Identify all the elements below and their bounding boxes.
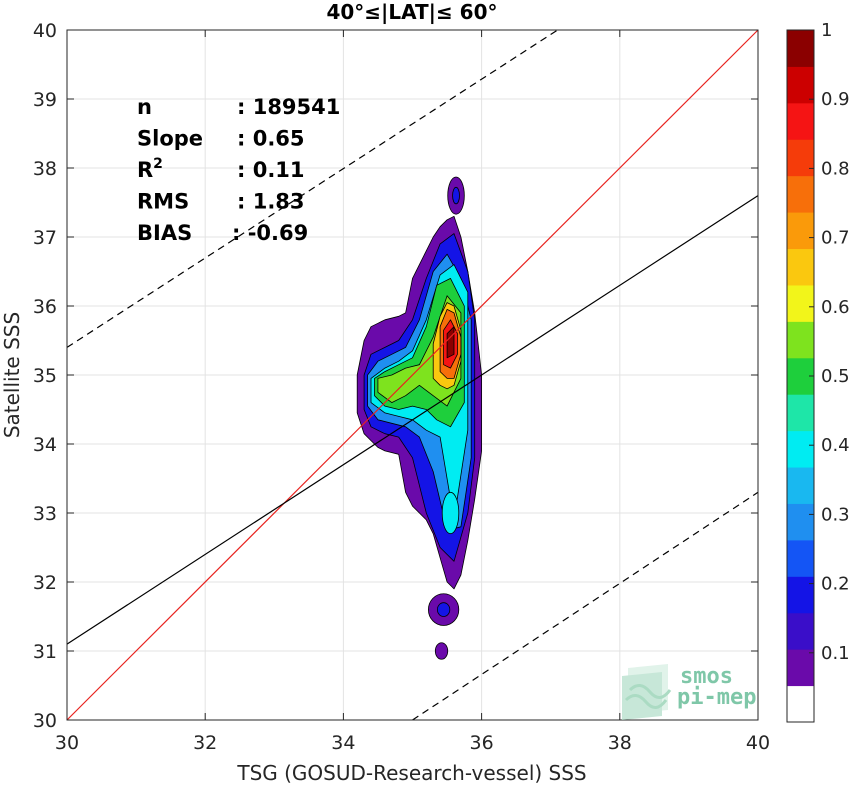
- stat-label-1: Slope: [137, 127, 203, 151]
- colorbar-tick-label-1: 0.2: [821, 574, 850, 595]
- stat-value-1: : 0.65: [237, 127, 305, 151]
- stat-value-0: : 189541: [237, 95, 340, 119]
- x-tick-label-0: 30: [55, 732, 79, 754]
- x-tick-label-3: 36: [470, 732, 494, 754]
- colorbar-segment-3: [787, 576, 814, 614]
- x-tick-label-1: 32: [193, 732, 217, 754]
- stat-label-2: R2: [137, 156, 163, 182]
- y-tick-label-9: 39: [33, 89, 57, 111]
- colorbar-segment-11: [787, 284, 814, 322]
- y-tick-label-8: 38: [33, 158, 57, 180]
- y-tick-label-1: 31: [33, 641, 57, 663]
- x-tick-label-2: 34: [331, 732, 355, 754]
- stat-value-2: : 0.11: [237, 158, 305, 182]
- density-island-5: [441, 491, 460, 535]
- y-axis-ticks: 30 31 32 33 34 35 36 37 38 39 40: [33, 20, 758, 732]
- y-tick-label-0: 30: [33, 710, 57, 732]
- y-tick-label-2: 32: [33, 572, 57, 594]
- colorbar-segment-5: [787, 503, 814, 541]
- y-tick-label-4: 34: [33, 434, 57, 456]
- y-axis-label: Satellite SSS: [0, 312, 24, 438]
- logo-line2: pi-mep: [677, 685, 756, 710]
- colorbar-segment-17: [787, 66, 814, 104]
- colorbar-tick-label-5: 0.6: [821, 297, 850, 318]
- colorbar-tick-label-3: 0.4: [821, 435, 850, 456]
- colorbar-segment-0: [787, 685, 814, 723]
- colorbar-segment-6: [787, 467, 814, 504]
- colorbar-tick-label-8: 0.9: [821, 89, 850, 110]
- colorbar-tick-label-9: 1: [821, 20, 832, 41]
- stat-label-sup-2: 2: [153, 156, 163, 172]
- logo-waves-icon: [622, 664, 672, 720]
- stat-value-3: : 1.83: [237, 190, 305, 214]
- colorbar-segment-16: [787, 102, 814, 140]
- stat-label-0: n: [137, 95, 152, 119]
- density-island-4: [434, 642, 449, 660]
- y-tick-label-6: 36: [33, 296, 57, 318]
- reference-lines: [66, 29, 759, 721]
- colorbar-tick-label-0: 0.1: [821, 643, 850, 664]
- y-tick-label-3: 33: [33, 503, 57, 525]
- upper-bound-line: [66, 29, 558, 348]
- colorbar-segment-15: [787, 139, 814, 177]
- stat-value-4: : -0.69: [232, 221, 308, 245]
- y-tick-label-10: 40: [33, 20, 57, 42]
- stat-label-3: RMS: [137, 190, 189, 214]
- colorbar-tick-label-7: 0.8: [821, 158, 850, 179]
- colorbar-segment-14: [787, 175, 814, 213]
- colorbar-segment-7: [787, 430, 814, 468]
- logo-line1: smos: [680, 664, 733, 689]
- y-tick-label-7: 37: [33, 227, 57, 249]
- colorbar-segment-13: [787, 212, 814, 250]
- density-island-1: [452, 186, 460, 205]
- regression-line: [66, 195, 759, 645]
- smos-logo: smos pi-mep: [622, 664, 756, 720]
- colorbar: 0.1 0.2 0.3 0.4 0.5 0.6 0.7 0.8 0.9 1: [786, 20, 850, 723]
- colorbar-tick-label-6: 0.7: [821, 228, 850, 249]
- colorbar-segment-10: [787, 321, 814, 359]
- x-axis-ticks: 30 32 34 36 38 40: [55, 30, 770, 754]
- stat-label-4: BIAS: [137, 221, 192, 245]
- y-tick-label-5: 35: [33, 365, 57, 387]
- colorbar-segment-18: [787, 30, 814, 67]
- colorbar-segment-12: [787, 248, 814, 286]
- density-island-3: [436, 602, 451, 617]
- x-axis-label: TSG (GOSUD-Research-vessel) SSS: [236, 761, 586, 785]
- x-tick-label-5: 40: [746, 732, 770, 754]
- statistics-box: n : 189541 Slope : 0.65 R2 : 0.11 RMS : 1.83 BIA…: [137, 95, 340, 245]
- colorbar-segment-2: [787, 612, 814, 650]
- colorbar-segment-8: [787, 394, 814, 432]
- x-tick-label-4: 38: [608, 732, 632, 754]
- colorbar-segment-1: [787, 649, 814, 687]
- chart-title: 40°≤|LAT|≤ 60°: [326, 0, 497, 24]
- colorbar-segment-4: [787, 539, 814, 577]
- one-to-one-line: [66, 29, 759, 721]
- lower-bound-line: [412, 491, 759, 721]
- colorbar-tick-label-4: 0.5: [821, 366, 850, 387]
- colorbar-tick-label-2: 0.3: [821, 504, 850, 525]
